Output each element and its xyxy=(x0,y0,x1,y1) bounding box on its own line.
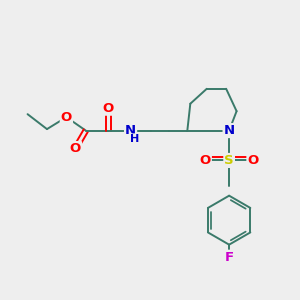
Text: N: N xyxy=(125,124,136,137)
Text: O: O xyxy=(248,154,259,167)
Text: O: O xyxy=(200,154,211,167)
Text: S: S xyxy=(224,154,234,167)
Text: O: O xyxy=(70,142,81,155)
Text: N: N xyxy=(224,124,235,137)
Text: H: H xyxy=(130,134,139,144)
Text: O: O xyxy=(61,111,72,124)
Text: F: F xyxy=(225,251,234,264)
Text: O: O xyxy=(103,102,114,115)
